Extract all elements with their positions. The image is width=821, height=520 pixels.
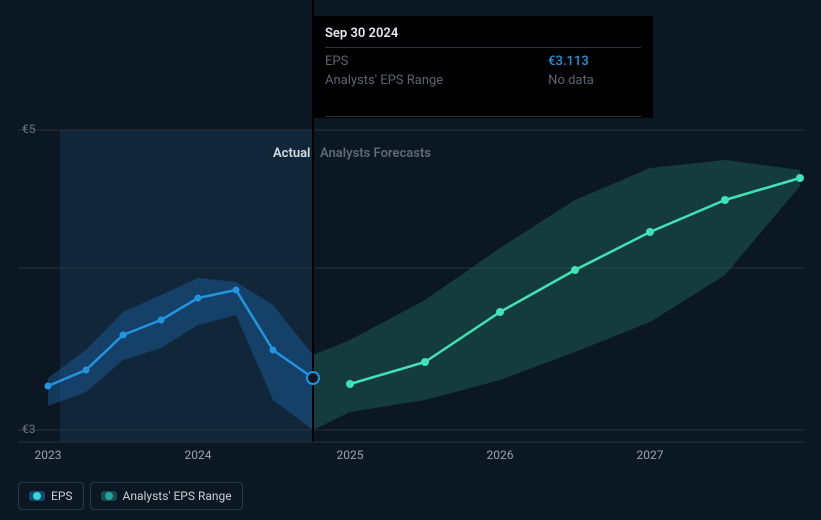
legend-label: Analysts' EPS Range [123, 489, 232, 503]
section-label-forecast: Analysts Forecasts [320, 146, 431, 161]
legend-dot-icon [105, 492, 113, 500]
section-label-actual: Actual [273, 146, 310, 161]
tooltip-divider [325, 47, 641, 48]
tooltip-row-label: EPS [325, 52, 528, 71]
x-axis-tick-label: 2024 [168, 448, 228, 462]
tooltip-row-value: No data [548, 73, 594, 88]
tooltip-row-value: €3.113 [548, 54, 589, 69]
legend-item-range[interactable]: Analysts' EPS Range [90, 482, 243, 510]
tooltip-date: Sep 30 2024 [325, 26, 641, 41]
x-axis-tick-label: 2023 [18, 448, 78, 462]
chart-tooltip: Sep 30 2024 EPS €3.113 Analysts' EPS Ran… [313, 16, 653, 118]
x-axis-tick-label: 2026 [470, 448, 530, 462]
legend-swatch [101, 491, 117, 501]
legend-label: EPS [51, 489, 73, 503]
y-axis-tick-label: €3 [22, 422, 36, 436]
legend-swatch [29, 491, 45, 501]
tooltip-divider [325, 116, 641, 117]
legend-dot-icon [33, 492, 41, 500]
tooltip-row-label: Analysts' EPS Range [325, 71, 528, 90]
x-axis-tick-label: 2027 [620, 448, 680, 462]
tooltip-row: Analysts' EPS Range No data [325, 71, 641, 90]
chart-legend: EPS Analysts' EPS Range [18, 482, 243, 510]
x-axis-tick-label: 2025 [320, 448, 380, 462]
tooltip-table: EPS €3.113 Analysts' EPS Range No data [325, 52, 641, 90]
y-axis-tick-label: €5 [22, 122, 36, 136]
legend-item-eps[interactable]: EPS [18, 482, 84, 510]
tooltip-row: EPS €3.113 [325, 52, 641, 71]
